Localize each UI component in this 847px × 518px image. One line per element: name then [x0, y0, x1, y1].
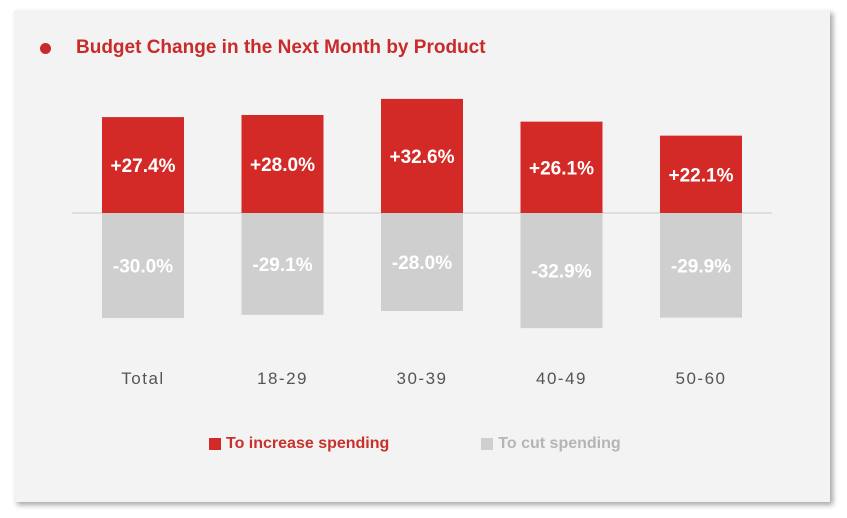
legend-label-cut: To cut spending: [498, 435, 621, 452]
data-label-increase: +27.4%: [111, 156, 176, 177]
title-row: Budget Change in the Next Month by Produ…: [40, 37, 486, 59]
data-label-cut: -29.1%: [252, 255, 312, 276]
category-label: 30-39: [397, 369, 448, 388]
legend-swatch-increase: [209, 438, 221, 450]
category-label: 18-29: [257, 369, 308, 388]
data-label-cut: -30.0%: [113, 257, 173, 278]
bar-increase-30-39: [381, 98, 463, 213]
bar-increase-40-49: [520, 121, 603, 213]
bar-cut-40-49: [520, 213, 603, 329]
data-label-increase: +26.1%: [529, 158, 594, 179]
legend-label-increase: To increase spending: [226, 435, 390, 452]
bar-cut-50-60: [660, 213, 742, 318]
data-label-cut: -32.9%: [531, 262, 591, 283]
title-bullet-icon: [40, 42, 51, 54]
category-label: Total: [121, 369, 164, 388]
bar-increase-18-29: [241, 115, 324, 213]
legend: To increase spending To cut spending: [209, 435, 621, 453]
legend-item-cut: To cut spending: [481, 435, 621, 453]
bar-increase-Total: [102, 117, 184, 213]
bar-cut-30-39: [381, 213, 463, 311]
data-label-increase: +28.0%: [250, 155, 315, 176]
category-label: 40-49: [536, 369, 587, 388]
data-label-cut: -29.9%: [671, 256, 731, 277]
category-label: 50-60: [676, 369, 727, 388]
legend-swatch-cut: [481, 438, 494, 450]
data-label-increase: +22.1%: [669, 165, 734, 186]
bar-cut-Total: [102, 213, 184, 318]
chart-card: Budget Change in the Next Month by Produ…: [14, 10, 830, 502]
bar-cut-18-29: [241, 213, 324, 315]
bar-increase-50-60: [660, 135, 742, 213]
data-label-cut: -28.0%: [392, 253, 452, 274]
chart-title: Budget Change in the Next Month by Produ…: [76, 37, 486, 58]
bar-chart: +27.4% -30.0% Total +28.0% -29.1% 18-29 +32.6%…: [72, 98, 772, 388]
legend-item-increase: To increase spending: [209, 435, 389, 453]
data-label-increase: +32.6%: [390, 147, 455, 168]
